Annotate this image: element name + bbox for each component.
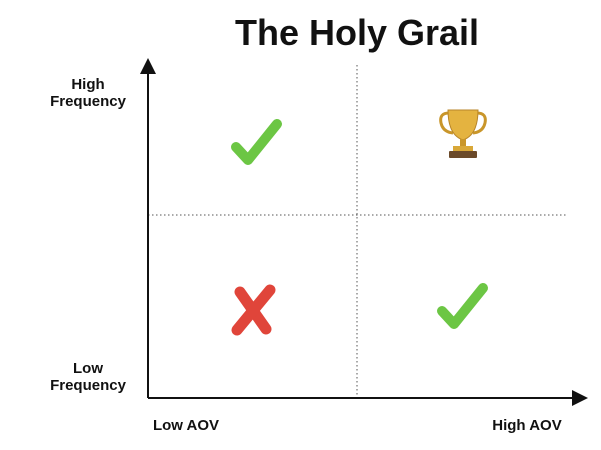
title: The Holy Grail <box>235 12 479 53</box>
x-left-label: Low AOV <box>153 417 219 434</box>
y-bottom-label-line1: Low <box>73 360 103 377</box>
y-bottom-label-line2: Frequency <box>50 377 127 394</box>
y-top-label-line2: Frequency <box>50 93 127 110</box>
cross-bottom-left <box>231 284 276 336</box>
y-top-label-line1: High <box>71 76 104 93</box>
checkmark-top-left <box>231 119 282 165</box>
trophy-icon <box>439 109 487 158</box>
x-right-label: High AOV <box>492 417 561 434</box>
checkmark-bottom-right <box>437 283 488 329</box>
